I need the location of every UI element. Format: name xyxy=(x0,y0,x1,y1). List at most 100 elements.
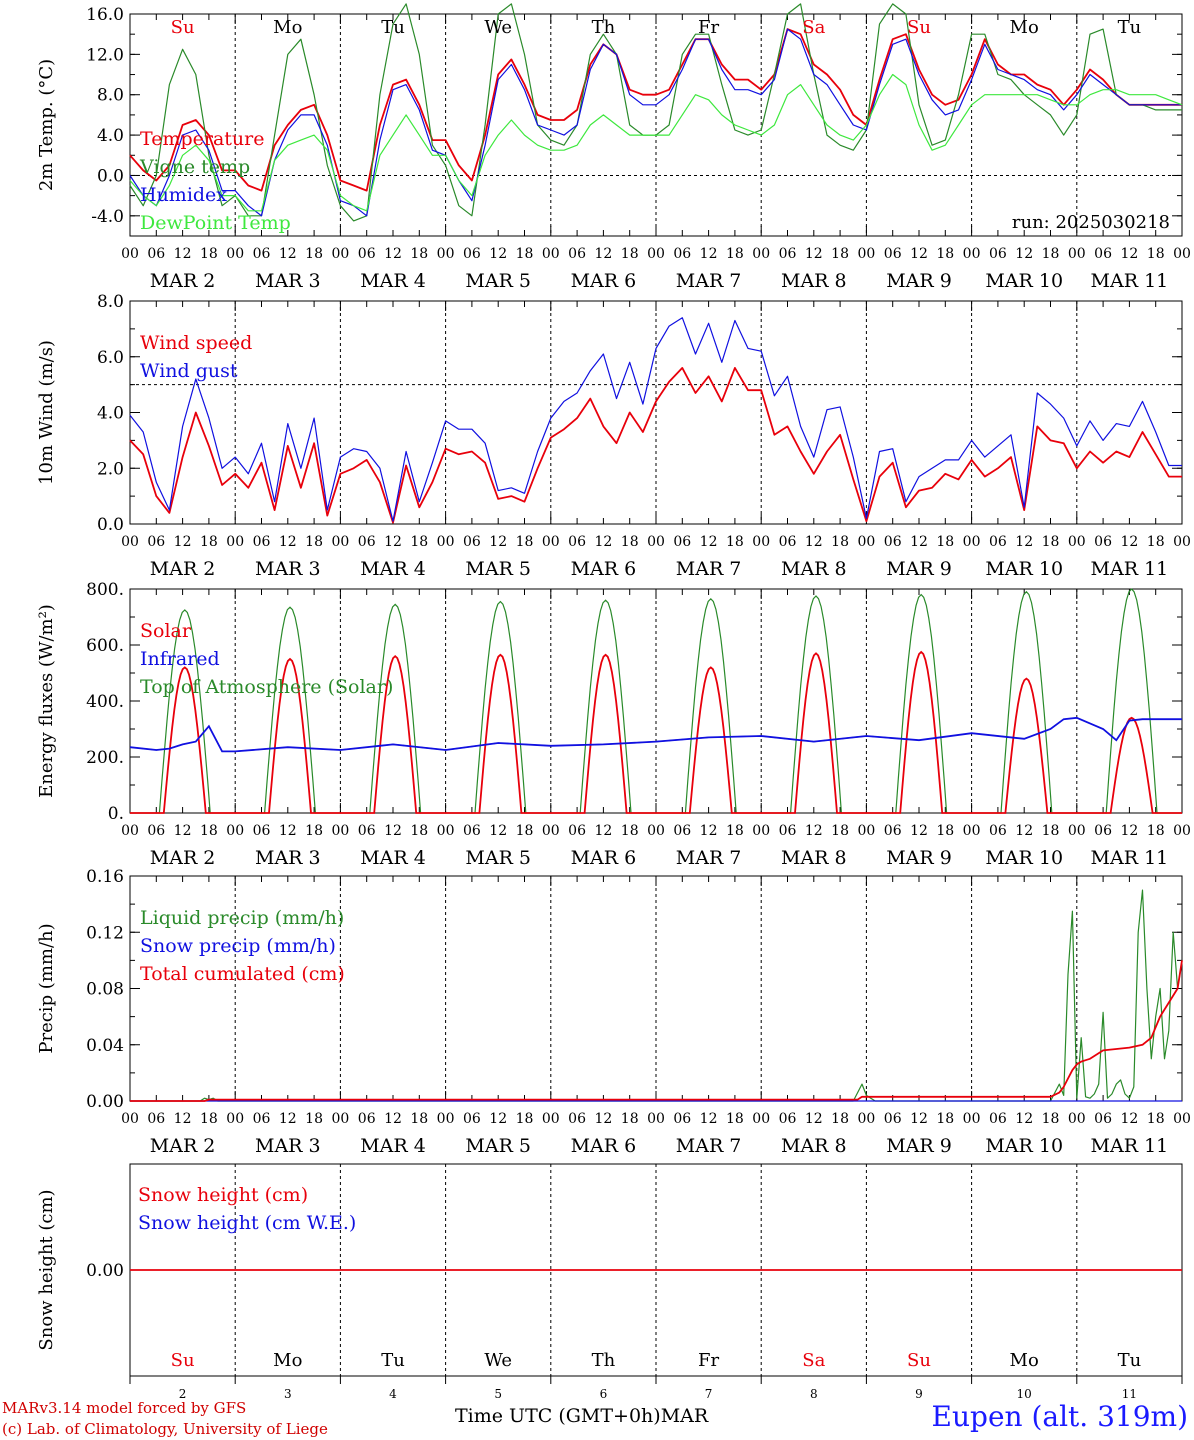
hour-tick-label: 06 xyxy=(358,823,376,839)
hour-tick-label: 06 xyxy=(779,246,797,262)
date-label: MAR 10 xyxy=(985,558,1063,580)
hour-tick-label: 18 xyxy=(1147,1111,1165,1127)
hour-tick-label: 12 xyxy=(384,823,402,839)
hour-tick-label: 12 xyxy=(384,534,402,550)
hour-tick-label: 12 xyxy=(174,246,192,262)
hour-tick-label: 18 xyxy=(936,823,954,839)
panel-3: 0. 200. 400. 600. 800. Energy fluxes (W/m²) 00… xyxy=(36,580,1191,869)
panel-1: -4.0 0.0 4.0 8.0 12.0 16.0 2m Temp. (°C) 00 06 12… xyxy=(36,3,1191,292)
hour-tick-label: 18 xyxy=(1042,246,1060,262)
day-label: We xyxy=(484,1350,512,1371)
ytick-label: 0.16 xyxy=(86,867,124,887)
hour-tick-label: 18 xyxy=(726,823,744,839)
day-label: Mo xyxy=(273,1350,302,1371)
panel-4: 0.00 0.04 0.08 0.12 0.16 Precip (mm/h) 00 06 12 1… xyxy=(36,867,1191,1157)
hour-tick-label: 06 xyxy=(568,534,586,550)
hour-tick-label: 00 xyxy=(437,1111,455,1127)
date-label: MAR 3 xyxy=(255,847,321,869)
hour-tick-label: 00 xyxy=(1173,246,1191,262)
series-line-dewpoint-temp xyxy=(129,73,1183,212)
day-label: Sa xyxy=(802,1350,825,1371)
series-line-wind-speed xyxy=(129,366,1182,524)
day-label: Fr xyxy=(698,17,719,38)
hour-tick-label: 06 xyxy=(463,823,481,839)
hour-tick-label: 12 xyxy=(700,534,718,550)
model-credit: MARv3.14 model forced by GFS xyxy=(2,1399,247,1417)
y-axis-label: Snow height (cm) xyxy=(36,1189,57,1350)
hour-tick-label: 06 xyxy=(989,246,1007,262)
hour-tick-label: 18 xyxy=(1147,823,1165,839)
hour-tick-label: 06 xyxy=(673,534,691,550)
date-label: MAR 10 xyxy=(985,270,1063,292)
hour-tick-label: 06 xyxy=(147,823,165,839)
hour-tick-label: 12 xyxy=(1120,823,1138,839)
day-number: 4 xyxy=(389,1387,397,1401)
series-line-liquid-precip-mm-h- xyxy=(130,889,1183,1102)
hour-tick-label: 12 xyxy=(594,1111,612,1127)
ytick-label: 0. xyxy=(108,804,124,824)
hour-tick-label: 00 xyxy=(226,246,244,262)
date-label: MAR 3 xyxy=(255,1135,321,1157)
hour-tick-label: 00 xyxy=(331,534,349,550)
date-label: MAR 4 xyxy=(360,270,426,292)
hour-tick-label: 00 xyxy=(121,1111,139,1127)
hour-tick-label: 18 xyxy=(200,246,218,262)
hour-tick-label: 00 xyxy=(542,534,560,550)
hour-tick-label: 06 xyxy=(779,1111,797,1127)
hour-tick-label: 00 xyxy=(963,246,981,262)
day-label: Su xyxy=(171,1350,195,1371)
hour-tick-label: 18 xyxy=(621,246,639,262)
legend-entry: Snow height (cm W.E.) xyxy=(138,1212,356,1234)
hour-tick-label: 12 xyxy=(805,1111,823,1127)
ytick-label: 0.12 xyxy=(86,923,124,943)
hour-tick-label: 00 xyxy=(1068,823,1086,839)
date-label: MAR 10 xyxy=(985,1135,1063,1157)
day-label: Tu xyxy=(1118,1350,1142,1371)
hour-tick-label: 06 xyxy=(884,1111,902,1127)
hour-tick-label: 12 xyxy=(489,534,507,550)
hour-tick-label: 18 xyxy=(831,246,849,262)
hour-tick-label: 12 xyxy=(279,246,297,262)
hour-tick-label: 00 xyxy=(121,823,139,839)
date-label: MAR 8 xyxy=(781,558,847,580)
panel-2: 0.0 2.0 4.0 6.0 8.0 10m Wind (m/s) 00 06 12 18 00 0… xyxy=(36,292,1191,580)
lab-credit: (c) Lab. of Climatology, University of L… xyxy=(2,1420,328,1438)
legend-entry: Temperature xyxy=(140,128,264,150)
hour-tick-label: 06 xyxy=(884,246,902,262)
date-label: MAR 4 xyxy=(360,558,426,580)
y-axis-label: 2m Temp. (°C) xyxy=(36,59,57,191)
hour-tick-label: 18 xyxy=(1042,1111,1060,1127)
hour-tick-label: 06 xyxy=(1094,1111,1112,1127)
hour-tick-label: 18 xyxy=(410,823,428,839)
hour-tick-label: 12 xyxy=(1120,246,1138,262)
hour-tick-label: 12 xyxy=(1015,534,1033,550)
date-label: MAR 4 xyxy=(360,847,426,869)
date-label: MAR 3 xyxy=(255,558,321,580)
hour-tick-label: 18 xyxy=(410,1111,428,1127)
day-label: Fr xyxy=(698,1350,719,1371)
hour-tick-label: 18 xyxy=(410,246,428,262)
hour-tick-label: 18 xyxy=(200,534,218,550)
date-label: MAR 7 xyxy=(676,558,742,580)
hour-tick-label: 00 xyxy=(963,823,981,839)
hour-tick-label: 00 xyxy=(752,246,770,262)
hour-tick-label: 18 xyxy=(305,246,323,262)
series-line-top-of-atmosphere-solar xyxy=(130,588,1182,814)
ytick-label: 0.04 xyxy=(86,1036,124,1056)
date-label: MAR 9 xyxy=(886,558,952,580)
hour-tick-label: 00 xyxy=(857,534,875,550)
hour-tick-label: 06 xyxy=(779,823,797,839)
series-line-solar xyxy=(130,650,1182,814)
date-label: MAR 5 xyxy=(465,270,531,292)
date-label: MAR 3 xyxy=(255,270,321,292)
day-number: 3 xyxy=(284,1387,292,1401)
date-label: MAR 6 xyxy=(571,847,637,869)
legend-entry: Total cumulated (cm) xyxy=(140,963,345,985)
hour-tick-label: 12 xyxy=(174,823,192,839)
hour-tick-label: 06 xyxy=(253,246,271,262)
day-label: Mo xyxy=(273,17,302,38)
hour-tick-label: 18 xyxy=(200,1111,218,1127)
hour-tick-label: 12 xyxy=(910,246,928,262)
month-label: MAR xyxy=(660,1405,709,1427)
ytick-label: 8.0 xyxy=(97,86,124,106)
